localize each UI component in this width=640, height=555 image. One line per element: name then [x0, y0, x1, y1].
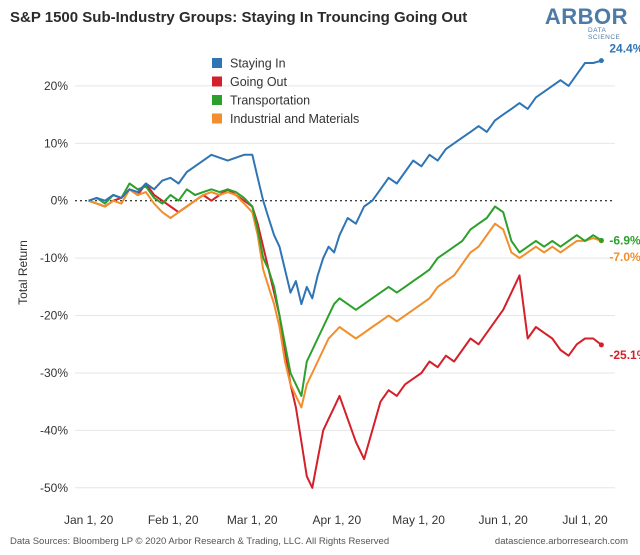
x-tick-label: Jan 1, 20 [64, 513, 114, 527]
chart-title: S&P 1500 Sub-Industry Groups: Staying In… [10, 9, 468, 26]
series-line-staying-in [88, 59, 602, 306]
x-axis-ticks: Jan 1, 20 Feb 1, 20 Mar 1, 20 Apr 1, 20 May … [64, 513, 608, 527]
y-tick-label: 0% [51, 194, 69, 208]
series-line-going-out [88, 182, 603, 489]
site-url[interactable]: datascience.arborresearch.com [494, 536, 628, 547]
y-tick-label: -50% [40, 481, 68, 495]
end-label: 24.4% [609, 42, 640, 56]
y-tick-label: 10% [44, 136, 68, 150]
end-label: -6.9% [609, 233, 640, 247]
legend-label: Industrial and Materials [230, 112, 359, 126]
end-label: -7.0% [609, 250, 640, 264]
logo-subtitle: DATA SCIENCE [588, 27, 621, 41]
logo-wordmark: Arbor [544, 4, 628, 29]
x-tick-label: Jun 1, 20 [478, 513, 528, 527]
end-labels: 24.4% -25.1% -6.9% -7.0% [609, 42, 640, 362]
y-tick-label: -20% [40, 309, 68, 323]
series-end-point [598, 237, 604, 243]
series-end-point [598, 342, 604, 348]
series-line-industrial-and-materials [88, 188, 602, 409]
legend-swatch [212, 113, 222, 124]
end-label: -25.1% [609, 348, 640, 362]
x-tick-label: May 1, 20 [392, 513, 445, 527]
y-tick-label: 20% [44, 79, 68, 93]
x-tick-label: Jul 1, 20 [562, 513, 608, 527]
x-tick-label: Feb 1, 20 [148, 513, 199, 527]
y-axis-ticks: 20% 10% 0% -10% -20% -30% -40% -50% [40, 79, 68, 495]
legend-label: Going Out [230, 75, 288, 89]
data-sources-note: Data Sources: Bloomberg LP © 2020 Arbor … [10, 536, 390, 547]
arbor-logo: Arbor DATA SCIENCE [544, 4, 628, 42]
y-axis-grid [75, 85, 615, 489]
y-axis-label: Total Return [16, 240, 30, 305]
legend-swatch [212, 76, 222, 87]
legend-label: Staying In [230, 57, 286, 71]
series-lines [88, 58, 604, 489]
x-tick-label: Apr 1, 20 [312, 513, 361, 527]
legend-swatch [212, 58, 222, 68]
y-tick-label: -10% [40, 251, 68, 265]
y-tick-label: -30% [40, 366, 68, 380]
legend-swatch [212, 95, 222, 105]
legend-label: Transportation [230, 94, 310, 108]
series-end-point [598, 58, 604, 64]
x-tick-label: Mar 1, 20 [227, 513, 278, 527]
y-tick-label: -40% [40, 423, 68, 437]
legend: Staying In Going Out Transportation Industr… [212, 57, 359, 126]
series-line-transportation [88, 182, 602, 397]
